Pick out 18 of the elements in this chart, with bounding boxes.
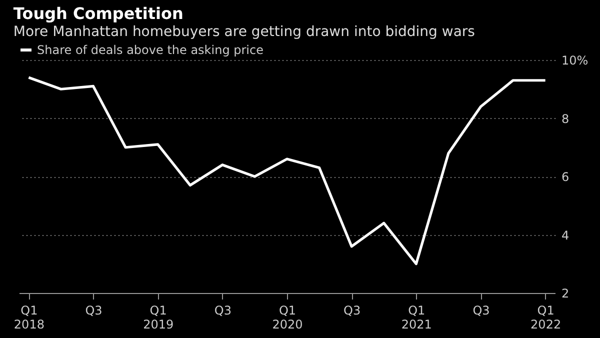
- chart-title: Tough Competition: [13, 4, 184, 23]
- x-tick-label: Q1 2021: [401, 304, 432, 332]
- y-tick-label: 2: [562, 286, 570, 300]
- x-tick-label: Q1 2019: [143, 304, 174, 332]
- x-tick-label: Q1 2020: [272, 304, 303, 332]
- y-tick-label: 4: [562, 228, 570, 242]
- x-tick-label: Q1 2018: [14, 304, 44, 332]
- x-tick-label: Q3: [214, 304, 232, 318]
- x-tick-label: Q3: [472, 304, 490, 318]
- x-tick-label: Q1 2022: [530, 304, 562, 332]
- legend-label: Share of deals above the asking price: [37, 43, 264, 57]
- y-tick-label: 10%: [562, 54, 588, 68]
- y-tick-label: 8: [562, 112, 570, 126]
- y-tick-label: 6: [562, 170, 570, 184]
- x-tick-label: Q3: [85, 304, 102, 318]
- chart-subtitle: More Manhattan homebuyers are getting drawn into bidding wars: [13, 24, 475, 40]
- line-series: [27, 76, 547, 266]
- x-tick-label: Q3: [344, 304, 361, 318]
